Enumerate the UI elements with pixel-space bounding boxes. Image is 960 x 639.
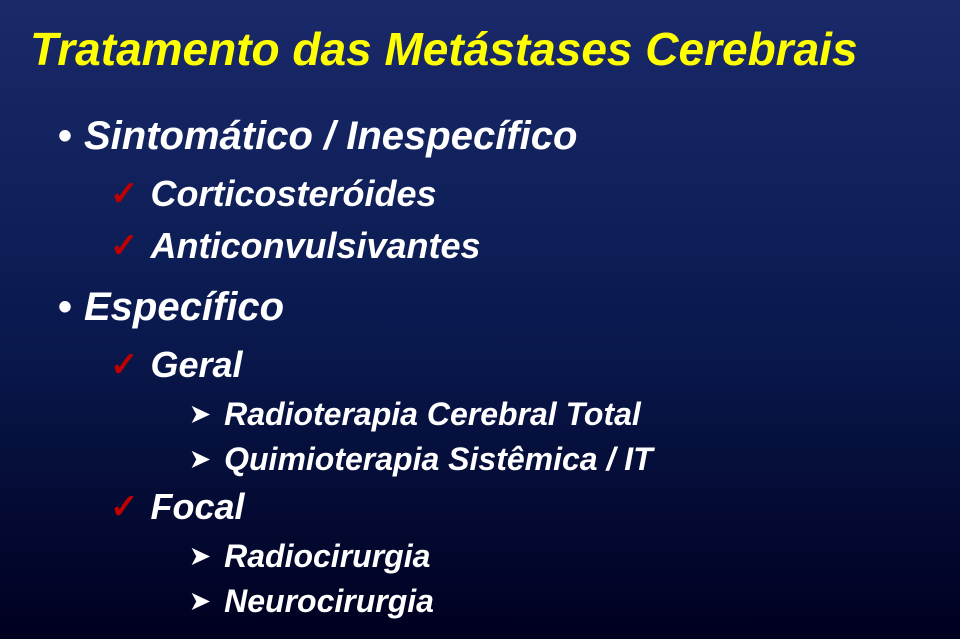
triangle-icon: ➤ <box>190 587 210 616</box>
slide-title: Tratamento das Metástases Cerebrais <box>30 22 930 76</box>
bullet-text: Geral <box>151 344 243 386</box>
bullet-text: Radioterapia Cerebral Total <box>224 396 641 433</box>
bullet-especifico: •Específico <box>58 285 930 330</box>
bullet-radiocirurgia: ➤ Radiocirurgia <box>190 538 930 575</box>
dot-icon: • <box>58 114 84 159</box>
bullet-neurocirurgia: ➤ Neurocirurgia <box>190 583 930 620</box>
bullet-text: Corticosteróides <box>151 173 437 215</box>
check-icon: ✓ <box>110 487 139 527</box>
bullet-text: Anticonvulsivantes <box>151 225 481 267</box>
bullet-text: Focal <box>151 486 245 528</box>
bullet-text: Sintomático / Inespecífico <box>84 114 577 158</box>
dot-icon: • <box>58 285 84 330</box>
bullet-quimioterapia: ➤ Quimioterapia Sistêmica / IT <box>190 441 930 478</box>
bullet-text: Neurocirurgia <box>224 583 434 620</box>
bullet-geral: ✓ Geral <box>110 344 930 386</box>
triangle-icon: ➤ <box>190 445 210 474</box>
bullet-focal: ✓ Focal <box>110 486 930 528</box>
check-icon: ✓ <box>110 174 139 214</box>
check-icon: ✓ <box>110 226 139 266</box>
bullet-sintomatico: •Sintomático / Inespecífico <box>58 114 930 159</box>
slide: Tratamento das Metástases Cerebrais •Sin… <box>0 0 960 639</box>
bullet-radioterapia: ➤ Radioterapia Cerebral Total <box>190 396 930 433</box>
bullet-anticonvulsivantes: ✓ Anticonvulsivantes <box>110 225 930 267</box>
check-icon: ✓ <box>110 345 139 385</box>
bullet-text: Quimioterapia Sistêmica / IT <box>224 441 653 478</box>
triangle-icon: ➤ <box>190 400 210 429</box>
bullet-text: Radiocirurgia <box>224 538 430 575</box>
bullet-text: Específico <box>84 285 284 329</box>
bullet-corticosteroides: ✓ Corticosteróides <box>110 173 930 215</box>
triangle-icon: ➤ <box>190 542 210 571</box>
